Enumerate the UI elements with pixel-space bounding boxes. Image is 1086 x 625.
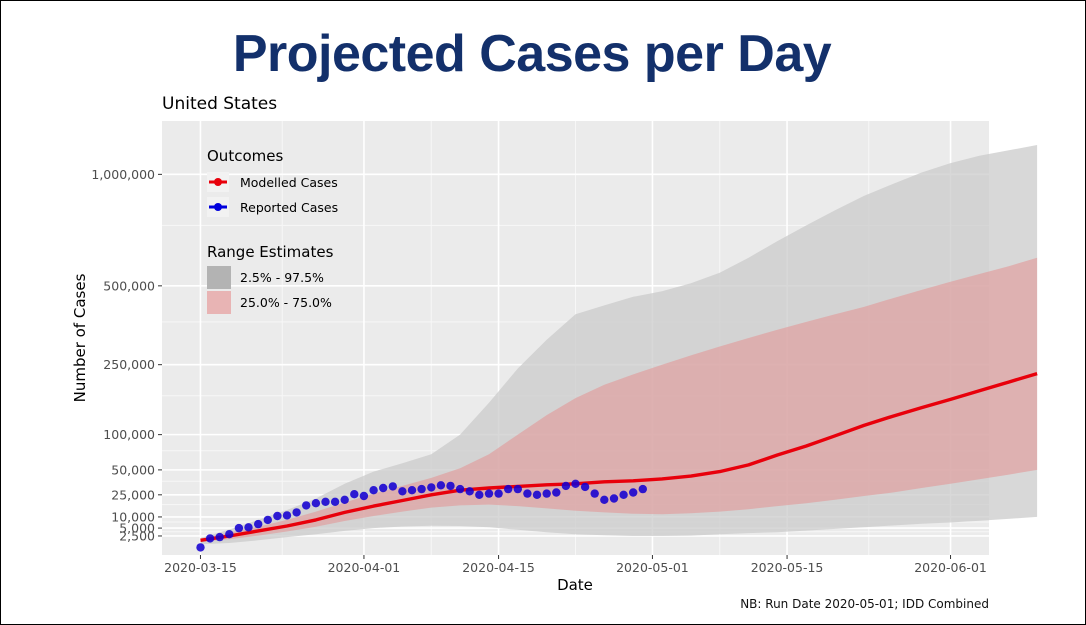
reported-case-point (455, 484, 465, 494)
y-tick-label: 50,000 (111, 462, 155, 477)
reported-cases-points (196, 479, 647, 552)
legend-swatch-50 (207, 291, 231, 314)
reported-case-point (446, 481, 455, 491)
reported-case-point (436, 481, 446, 490)
y-axis-label: Number of Cases (71, 273, 89, 402)
legend-swatch-95 (207, 266, 231, 289)
x-tick-label: 2020-04-15 (462, 560, 535, 575)
reported-case-point (561, 481, 571, 491)
reported-case-point (273, 511, 282, 521)
reported-case-point (465, 487, 474, 496)
legend-outcomes-title: Outcomes (207, 147, 283, 165)
reported-case-point (590, 489, 599, 498)
y-tick-label: 250,000 (103, 357, 155, 372)
reported-case-point (225, 530, 234, 539)
reported-case-point (407, 486, 417, 495)
page-title: Projected Cases per Day (232, 25, 832, 83)
x-tick-label: 2020-04-01 (328, 560, 401, 575)
legend-label-95: 2.5% - 97.5% (240, 270, 324, 285)
legend-label-modelled: Modelled Cases (240, 175, 338, 190)
reported-case-point (398, 487, 407, 496)
reported-case-point (311, 499, 321, 508)
y-axis: 1,000,000 500,000 250,000 100,000 50,000 25,0… (91, 167, 162, 543)
reported-case-point (340, 495, 349, 504)
legend-label-reported: Reported Cases (240, 200, 338, 215)
reported-case-point (282, 511, 292, 520)
reported-case-point (532, 490, 542, 499)
y-tick-label: 500,000 (103, 278, 155, 293)
reported-case-point (417, 484, 426, 494)
legend-range-title: Range Estimates (207, 243, 334, 261)
reported-case-point (234, 523, 244, 533)
reported-case-point (369, 486, 378, 495)
reported-case-point (638, 484, 647, 494)
reported-case-point (494, 489, 503, 498)
y-tick-label: 5,000 (119, 521, 155, 536)
x-tick-label: 2020-06-01 (914, 560, 987, 575)
reported-case-point (513, 484, 522, 494)
y-tick-label: 10,000 (111, 509, 155, 524)
reported-case-point (292, 508, 301, 517)
reported-case-point (580, 482, 590, 492)
y-tick-label: 1,000,000 (91, 167, 155, 182)
reported-case-point (321, 497, 330, 506)
legend-dot-reported (214, 203, 222, 211)
reported-case-point (302, 501, 311, 510)
reported-case-point (427, 483, 436, 492)
reported-case-point (263, 515, 272, 525)
reported-case-point (330, 497, 340, 506)
reported-case-point (571, 479, 580, 488)
y-tick-label: 100,000 (103, 427, 155, 442)
legend-label-50: 25.0% - 75.0% (240, 295, 332, 310)
x-tick-label: 2020-03-15 (164, 560, 237, 575)
reported-case-point (552, 488, 561, 497)
y-tick-label: 2,500 (119, 528, 155, 543)
reported-case-point (359, 491, 369, 501)
reported-case-point (484, 489, 494, 498)
reported-case-point (350, 490, 359, 499)
reported-case-point (629, 488, 638, 497)
reported-case-point (379, 483, 388, 493)
reported-case-point (254, 519, 263, 529)
reported-case-point (523, 489, 532, 498)
x-tick-label: 2020-05-15 (751, 560, 824, 575)
x-axis-label: Date (557, 576, 593, 594)
reported-case-point (205, 534, 215, 543)
reported-case-point (196, 543, 205, 552)
run-date-note: NB: Run Date 2020-05-01; IDD Combined (740, 597, 989, 611)
reported-case-point (619, 490, 628, 499)
legend-dot-modelled (214, 178, 222, 186)
reported-case-point (504, 484, 513, 494)
reported-case-point (215, 532, 224, 542)
reported-case-point (600, 495, 609, 504)
band-50-range (200, 257, 1038, 542)
chart-subtitle: United States (162, 94, 277, 114)
reported-case-point (244, 523, 253, 532)
modelled-cases-line (200, 371, 1038, 542)
x-axis: 2020-03-15 2020-04-01 2020-04-15 2020-05-01… (164, 555, 987, 575)
reported-case-point (388, 482, 397, 491)
reported-case-point (542, 489, 551, 498)
reported-case-point (609, 494, 619, 503)
x-tick-label: 2020-05-01 (616, 560, 689, 575)
y-tick-label: 25,000 (111, 487, 155, 502)
legend: Outcomes Modelled Cases Reported Cases R… (207, 147, 338, 314)
reported-case-point (475, 490, 484, 499)
